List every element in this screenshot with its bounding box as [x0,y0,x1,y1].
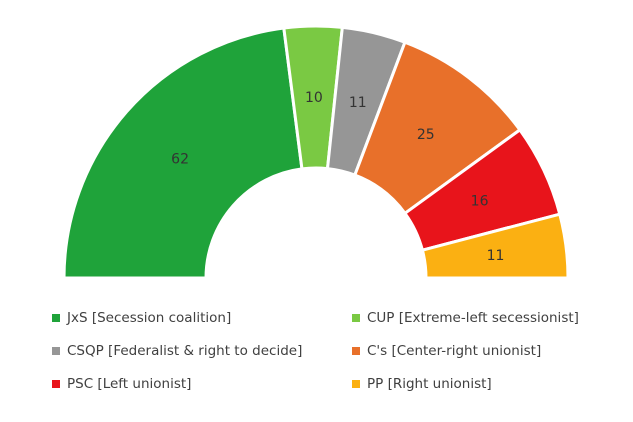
legend-label-psc: PSC [Left unionist] [67,376,192,392]
legend-swatch-cup [352,314,360,322]
legend-label-csqp: CSQP [Federalist & right to decide] [67,343,303,359]
data-label-csqp: 11 [349,95,367,111]
legend-swatch-csqp [52,347,60,355]
legend-swatch-cs [352,347,360,355]
legend-item-cs: C's [Center-right unionist] [352,343,541,359]
legend-label-jxs: JxS [Secession coalition] [67,310,232,326]
legend-label-cup: CUP [Extreme-left secessionist] [367,310,579,326]
legend-swatch-pp [352,380,360,388]
legend-swatch-jxs [52,314,60,322]
legend-label-pp: PP [Right unionist] [367,376,492,392]
slice-pp [420,212,570,280]
data-label-pp: 11 [487,248,505,264]
legend-item-pp: PP [Right unionist] [352,376,492,392]
legend-item-cup: CUP [Extreme-left secessionist] [352,310,579,326]
data-label-cs: 25 [417,127,435,143]
data-label-jxs: 62 [171,151,189,167]
slice-jxs [62,26,304,280]
legend-label-cs: C's [Center-right unionist] [367,343,542,359]
legend-item-csqp: CSQP [Federalist & right to decide] [52,343,302,359]
legend-item-jxs: JxS [Secession coalition] [52,310,231,326]
data-label-cup: 10 [305,90,323,106]
legend-item-psc: PSC [Left unionist] [52,376,191,392]
legend: JxS [Secession coalition] CUP [Extreme-l… [0,300,633,410]
parliament-chart: 62 10 11 25 16 11 [62,24,570,280]
legend-swatch-psc [52,380,60,388]
data-label-psc: 16 [471,194,489,210]
